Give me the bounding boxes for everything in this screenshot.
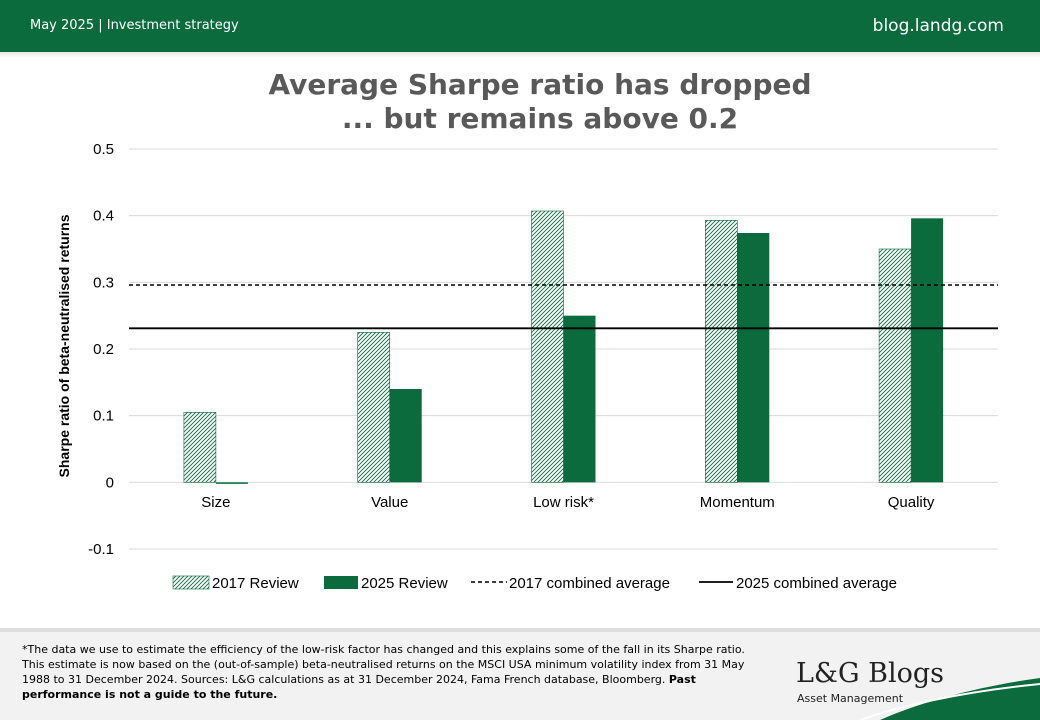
brand-swoosh-icon xyxy=(860,678,1040,720)
y-tick-label: 0.4 xyxy=(93,208,114,225)
legend-label-2017-review: 2017 Review xyxy=(212,575,299,592)
y-tick-label: -0.1 xyxy=(88,541,114,558)
header-date-category: May 2025 | Investment strategy xyxy=(30,18,239,33)
bar-2025-review-value xyxy=(389,389,422,483)
x-tick-label: Low risk* xyxy=(533,494,594,511)
x-axis-ticks: Size Value Low risk* Momentum Quality xyxy=(201,494,935,511)
reference-lines xyxy=(129,284,998,330)
header-shadow xyxy=(0,52,1040,58)
chart-title: Average Sharpe ratio has dropped ... but… xyxy=(0,68,1040,136)
footnote-disclaimer: Past performance is not a guide to the f… xyxy=(22,673,696,701)
y-tick-label: 0.5 xyxy=(93,141,114,158)
blog-url-link[interactable]: blog.landg.com xyxy=(872,16,1004,36)
bars xyxy=(183,210,944,484)
x-tick-label: Momentum xyxy=(700,494,775,511)
bar-2025-review-momentum xyxy=(737,233,770,483)
legend-swatch-2017-review xyxy=(172,575,210,590)
footer: *The data we use to estimate the efficie… xyxy=(0,628,1040,720)
asset-management-tagline: Asset Management xyxy=(797,692,904,705)
bar-2017-review-momentum xyxy=(704,220,738,483)
x-tick-label: Quality xyxy=(888,494,935,511)
bar-2017-review-value xyxy=(357,332,391,483)
y-tick-label: 0.2 xyxy=(93,341,114,358)
legend-label-2025-average: 2025 combined average xyxy=(736,575,897,592)
legend-swatch-2025-review xyxy=(324,576,358,589)
footnote: *The data we use to estimate the efficie… xyxy=(22,642,762,702)
y-axis-label: Sharpe ratio of beta-neutralised returns xyxy=(56,214,72,477)
bar-2017-review-low-risk- xyxy=(531,210,564,483)
lg-blogs-logo: L&G Blogs xyxy=(796,658,944,689)
y-tick-label: 0.1 xyxy=(93,408,114,425)
x-tick-label: Value xyxy=(371,494,408,511)
bar-2025-review-quality xyxy=(911,218,944,483)
legend: 2017 Review 2025 Review 2017 combined av… xyxy=(172,575,897,592)
sharpe-ratio-bar-chart: 0.5 0.4 0.3 0.2 0.1 0 -0.1 Size Value Low risk* M… xyxy=(56,141,998,592)
footnote-text: *The data we use to estimate the efficie… xyxy=(22,643,745,686)
bar-2017-review-quality xyxy=(878,248,912,483)
chart-title-line2: ... but remains above 0.2 xyxy=(341,102,739,135)
y-axis-ticks: 0.5 0.4 0.3 0.2 0.1 0 -0.1 xyxy=(88,141,114,558)
bar-2025-review-low-risk- xyxy=(563,315,596,483)
y-tick-label: 0 xyxy=(106,474,114,491)
x-tick-label: Size xyxy=(201,494,230,511)
bar-2017-review-size xyxy=(183,412,217,483)
legend-label-2025-review: 2025 Review xyxy=(361,575,448,592)
header-bar: May 2025 | Investment strategy blog.land… xyxy=(0,0,1040,52)
legend-label-2017-average: 2017 combined average xyxy=(509,575,670,592)
y-tick-label: 0.3 xyxy=(93,274,114,291)
chart-title-line1: Average Sharpe ratio has dropped xyxy=(268,68,812,101)
bar-2025-review-size xyxy=(215,482,248,484)
